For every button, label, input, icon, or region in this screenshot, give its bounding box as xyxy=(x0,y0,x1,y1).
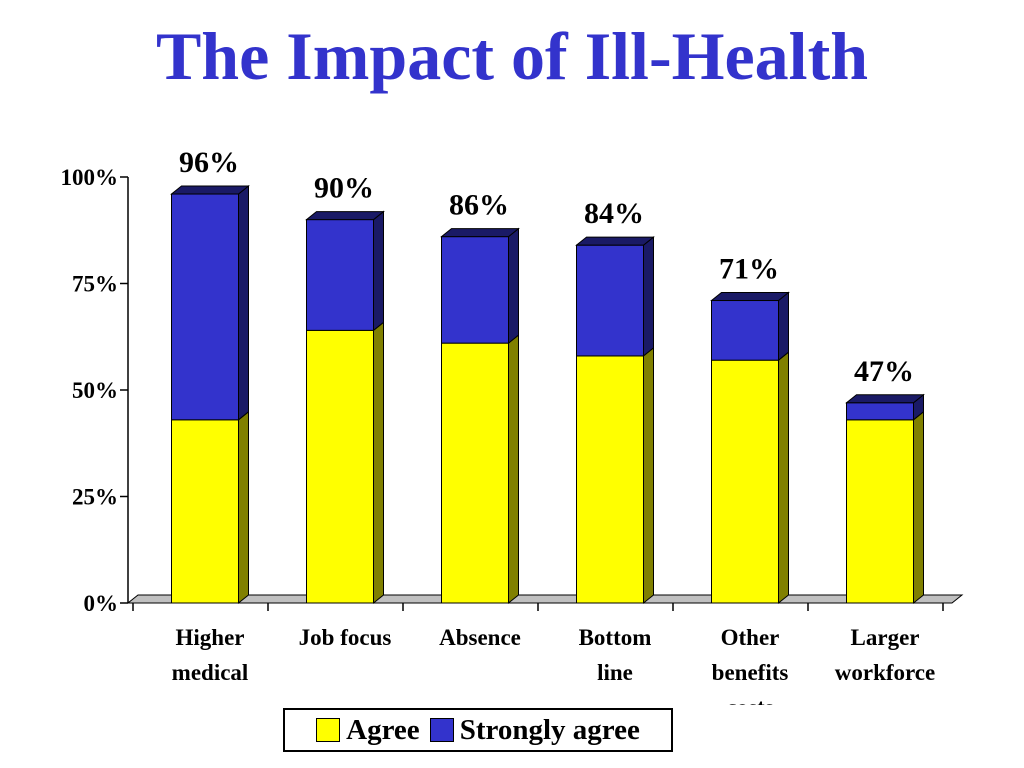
category-label: Absence xyxy=(439,625,521,650)
total-label: 71% xyxy=(719,253,779,286)
category-label-line: workforce xyxy=(835,660,935,685)
bar-agree xyxy=(576,355,644,604)
legend-swatch-strongly-agree xyxy=(429,718,454,742)
bar-agree xyxy=(171,419,239,604)
legend-item-agree: Agree xyxy=(316,714,420,747)
bar-side-agree xyxy=(508,334,519,605)
category-label-line: Larger xyxy=(851,625,920,650)
bar-top xyxy=(710,292,790,302)
category-label-line: Bottom xyxy=(579,625,652,650)
category-label: Other benefits costs xyxy=(712,625,789,705)
bar-top xyxy=(170,185,250,195)
chart-floor xyxy=(126,594,964,604)
category-label: Bottom line xyxy=(579,625,652,685)
bar-side-strongly-agree xyxy=(643,236,654,357)
legend-item-strongly-agree: Strongly agree xyxy=(429,713,640,747)
y-tick-label: 100% xyxy=(61,165,119,190)
category-label-line: line xyxy=(597,660,633,685)
category-label-line: Higher xyxy=(176,625,245,650)
bar-chart: 0% 25% 50% 75% 100% 96% Higher medical 90% Job fo… xyxy=(61,146,964,705)
bar-agree xyxy=(306,329,374,604)
bar-top xyxy=(845,394,925,404)
category-label: Higher medical xyxy=(172,625,249,685)
category-label: Job focus xyxy=(299,625,392,650)
total-label: 84% xyxy=(584,197,644,230)
bar-side-strongly-agree xyxy=(778,291,789,362)
category-label-line: medical xyxy=(172,660,249,685)
bar-side-agree xyxy=(643,346,654,605)
bar-agree xyxy=(441,342,509,604)
legend-label-agree: Agree xyxy=(346,713,420,746)
bar-agree xyxy=(711,359,779,604)
y-tick-label: 0% xyxy=(84,591,119,616)
legend-label-strongly-agree: Strongly agree xyxy=(459,713,640,746)
y-tick-label: 50% xyxy=(72,378,118,403)
category-label: Larger workforce xyxy=(835,625,935,685)
bar-top xyxy=(575,236,655,246)
bar-top xyxy=(440,228,520,238)
category-label-line: Job focus xyxy=(299,625,392,650)
bar-strongly-agree xyxy=(576,244,644,357)
bar-strongly-agree xyxy=(171,193,239,421)
total-label: 47% xyxy=(854,355,914,388)
category-label-line: benefits xyxy=(712,660,789,685)
bar-side-agree xyxy=(913,410,924,605)
chart-title: The Impact of Ill-Health xyxy=(155,18,869,94)
bar-side-strongly-agree xyxy=(508,227,519,345)
total-label: 96% xyxy=(179,146,239,179)
bar-strongly-agree xyxy=(441,236,509,344)
legend: Agree Strongly agree xyxy=(283,708,673,752)
bar-side-strongly-agree xyxy=(238,184,249,421)
total-label: 90% xyxy=(314,172,374,205)
category-label-line: Other xyxy=(721,625,780,650)
bar-top xyxy=(305,211,385,221)
y-tick-label: 25% xyxy=(72,485,118,510)
bar-agree xyxy=(846,419,914,604)
bar-strongly-agree xyxy=(846,402,914,421)
total-label: 86% xyxy=(449,189,509,222)
legend-swatch-agree xyxy=(316,718,341,742)
bar-strongly-agree xyxy=(306,219,374,331)
bar-side-agree xyxy=(238,410,249,605)
bar-side-strongly-agree xyxy=(373,210,384,332)
y-tick-label: 75% xyxy=(72,272,118,297)
bar-side-agree xyxy=(778,351,789,605)
category-label-line: costs xyxy=(726,695,773,705)
category-label-line: Absence xyxy=(439,625,521,650)
bar-side-agree xyxy=(373,321,384,605)
bar-strongly-agree xyxy=(711,300,779,361)
